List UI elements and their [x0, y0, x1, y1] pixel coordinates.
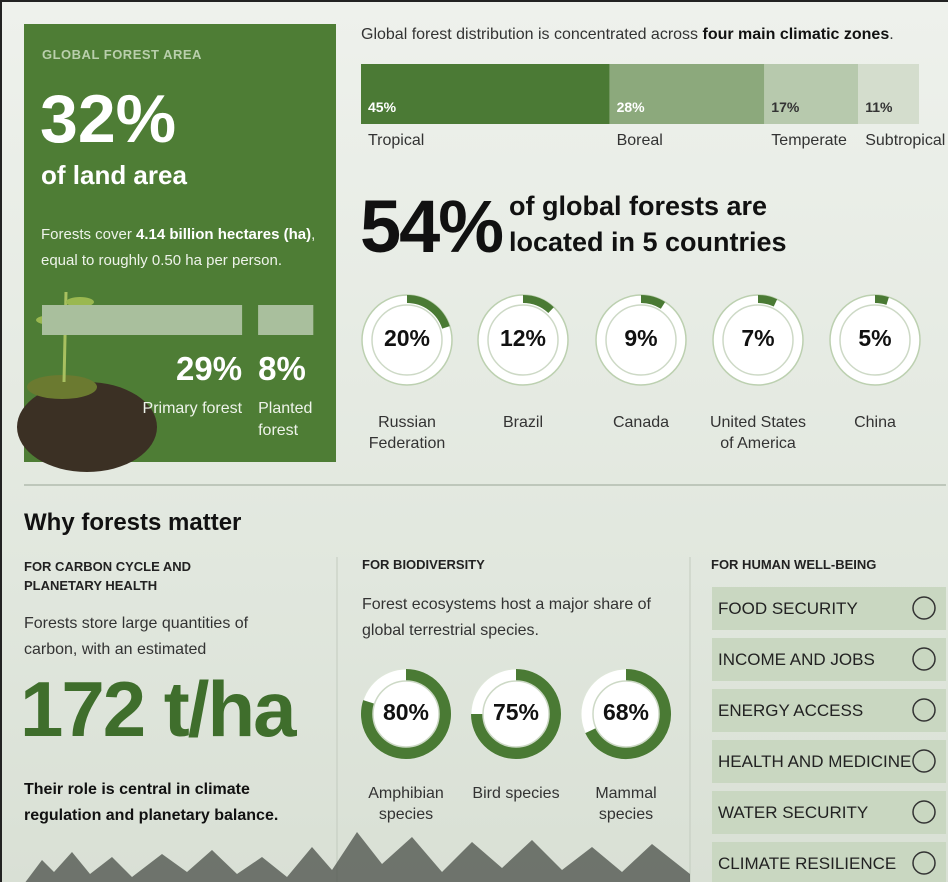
donut-value: 7%: [718, 325, 798, 352]
zone-value: 11%: [865, 99, 892, 115]
donut-value: 80%: [366, 699, 446, 726]
zone-value: 28%: [617, 99, 645, 115]
wellbeing-heading: FOR HUMAN WELL-BEING: [711, 557, 876, 572]
carbon-footer: Their role is central in climate regulat…: [24, 777, 284, 829]
country-name: Canada: [586, 412, 696, 433]
wellbeing-item: ENERGY ACCESS: [718, 701, 863, 721]
wellbeing-item: WATER SECURITY: [718, 803, 868, 823]
country-name: Brazil: [468, 412, 578, 433]
donut-value: 9%: [601, 325, 681, 352]
wellbeing-item: CLIMATE RESILIENCE: [718, 854, 896, 874]
country-name: China: [820, 412, 930, 433]
zone-name: Tropical: [368, 132, 424, 150]
donut-value: 75%: [476, 699, 556, 726]
forest-type-bar: [42, 305, 242, 335]
wellbeing-item: INCOME AND JOBS: [718, 650, 875, 670]
forest-type-bar: [258, 305, 313, 335]
wellbeing-item: FOOD SECURITY: [718, 599, 858, 619]
country-name: United States of America: [703, 412, 813, 454]
species-name: Amphibian species: [356, 783, 456, 825]
forest-type-value: 29%: [92, 350, 242, 388]
zone-bar: [610, 64, 765, 124]
donut-value: 20%: [367, 325, 447, 352]
area-desc: Forests cover 4.14 billion hectares (ha)…: [41, 222, 333, 274]
carbon-heading: FOR CARBON CYCLE AND PLANETARY HEALTH: [24, 557, 254, 595]
intro-part: Global forest distribution is concentrat…: [361, 26, 703, 43]
area-sub: of land area: [41, 160, 187, 191]
countries-big: 54%: [360, 184, 502, 269]
carbon-big: 172 t/ha: [20, 664, 294, 755]
moss: [27, 375, 97, 399]
zone-value: 45%: [368, 99, 396, 115]
zone-name: Temperate: [771, 132, 847, 150]
donut-arc: [875, 299, 888, 301]
zone-name: Boreal: [617, 132, 663, 150]
countries-text: of global forests are located in 5 count…: [509, 188, 839, 260]
bio-text: Forest ecosystems host a major share of …: [362, 592, 672, 644]
intro-part: four main climatic zones: [703, 26, 890, 43]
wellbeing-item: HEALTH AND MEDICINE: [718, 752, 911, 772]
infographic: GLOBAL FOREST AREA 32%of land area Forests…: [0, 0, 948, 882]
zone-bar: [764, 64, 858, 124]
zone-value: 17%: [771, 99, 799, 115]
species-name: Bird species: [466, 783, 566, 804]
forest-type-label: Planted forest: [258, 398, 328, 442]
donut-value: 12%: [483, 325, 563, 352]
zones-intro: Global forest distribution is concentrat…: [361, 26, 894, 44]
species-name: Mammal species: [576, 783, 676, 825]
carbon-text: Forests store large quantities of carbon…: [24, 611, 274, 663]
country-name: Russian Federation: [352, 412, 462, 454]
donut-arc: [758, 299, 775, 303]
zone-bar: [361, 64, 610, 124]
area-big: 32%: [40, 80, 176, 158]
donut-value: 68%: [586, 699, 666, 726]
forest-type-label: Primary forest: [142, 398, 242, 420]
why-title: Why forests matter: [24, 509, 241, 537]
forest-type-value: 8%: [258, 350, 306, 388]
area-heading: GLOBAL FOREST AREA: [42, 47, 202, 62]
intro-part: .: [889, 26, 893, 43]
zone-bar: [858, 64, 919, 124]
tree-silhouettes: [24, 832, 690, 882]
donut-value: 5%: [835, 325, 915, 352]
desc-part: 4.14 billion hectares (ha): [136, 226, 311, 243]
desc-part: Forests cover: [41, 226, 136, 243]
zone-name: Subtropical: [865, 132, 945, 150]
bio-heading: FOR BIODIVERSITY: [362, 557, 485, 572]
